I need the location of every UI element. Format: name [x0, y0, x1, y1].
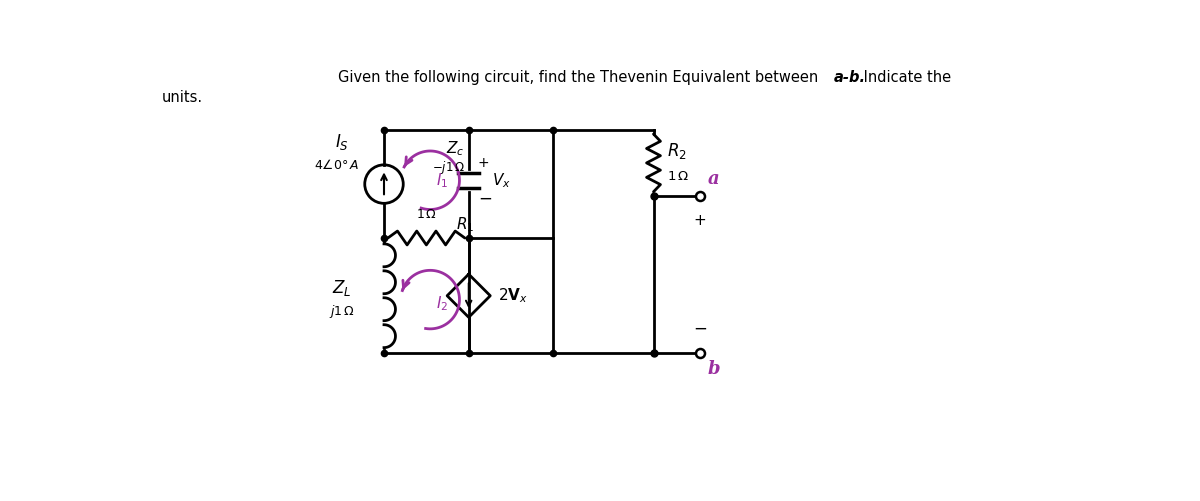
Text: $I_2$: $I_2$: [437, 294, 449, 313]
Text: $-j1\,\Omega$: $-j1\,\Omega$: [432, 159, 464, 176]
Text: $2\mathbf{V}_x$: $2\mathbf{V}_x$: [498, 287, 528, 305]
Text: $I_1$: $I_1$: [437, 171, 449, 189]
Text: $R_1$: $R_1$: [456, 215, 474, 234]
Text: $j1\,\Omega$: $j1\,\Omega$: [329, 303, 355, 320]
Text: $1\,\Omega$: $1\,\Omega$: [667, 170, 690, 183]
Text: b: b: [708, 360, 720, 378]
Text: Given the following circuit, find the Thevenin Equivalent between: Given the following circuit, find the Th…: [338, 70, 823, 85]
Text: $R_2$: $R_2$: [667, 141, 688, 161]
Text: +: +: [478, 156, 490, 170]
Text: +: +: [694, 212, 706, 227]
Text: $V_x$: $V_x$: [492, 171, 511, 189]
Text: $-$: $-$: [478, 188, 492, 206]
Text: a-b.: a-b.: [834, 70, 865, 85]
Text: $-$: $-$: [692, 319, 707, 337]
Text: Indicate the: Indicate the: [859, 70, 952, 85]
Text: $Z_L$: $Z_L$: [332, 278, 352, 298]
Text: units.: units.: [162, 90, 203, 105]
Text: a: a: [708, 170, 719, 188]
Text: $1\,\Omega$: $1\,\Omega$: [415, 208, 437, 221]
Text: $I_S$: $I_S$: [335, 132, 349, 152]
Text: $4\angle 0°\,A$: $4\angle 0°\,A$: [313, 158, 359, 172]
Text: $Z_c$: $Z_c$: [446, 139, 464, 158]
